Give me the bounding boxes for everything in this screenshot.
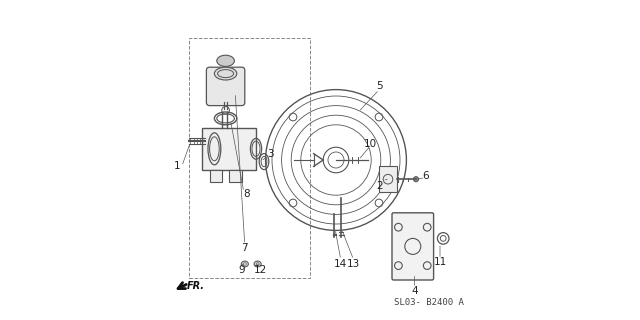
- FancyBboxPatch shape: [392, 213, 434, 280]
- Text: 10: 10: [364, 139, 377, 149]
- Text: 4: 4: [411, 286, 418, 296]
- Text: 11: 11: [433, 257, 447, 268]
- Text: 8: 8: [243, 188, 250, 199]
- FancyBboxPatch shape: [206, 67, 245, 106]
- Text: 2: 2: [376, 180, 383, 191]
- Text: 12: 12: [254, 265, 268, 276]
- Text: 9: 9: [238, 265, 245, 276]
- Text: 13: 13: [347, 259, 360, 269]
- Text: 3: 3: [267, 148, 274, 159]
- Bar: [189, 38, 310, 278]
- Text: SL03- B2400 A: SL03- B2400 A: [394, 298, 464, 307]
- Text: 6: 6: [422, 171, 429, 181]
- Text: 1: 1: [174, 161, 181, 172]
- Text: 5: 5: [376, 81, 383, 92]
- Ellipse shape: [214, 67, 237, 80]
- Circle shape: [413, 177, 419, 182]
- Bar: [210, 170, 223, 182]
- Bar: [229, 170, 242, 182]
- Text: FR.: FR.: [187, 281, 205, 292]
- Text: 7: 7: [241, 243, 248, 253]
- Bar: [202, 128, 256, 170]
- Ellipse shape: [217, 55, 234, 67]
- Text: 14: 14: [334, 259, 348, 269]
- Bar: [380, 166, 397, 192]
